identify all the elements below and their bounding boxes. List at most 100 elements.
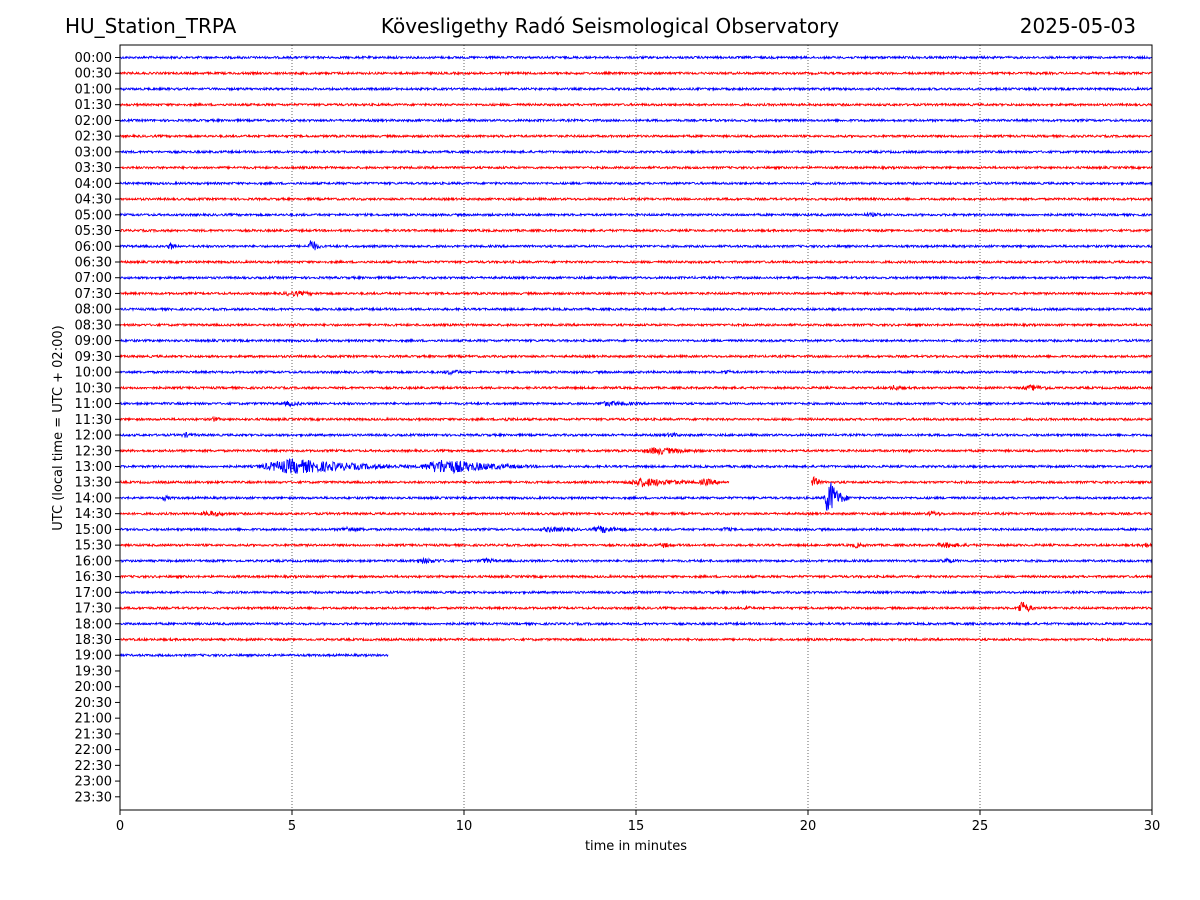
trace-1600 <box>119 556 1153 565</box>
y-tick-label: 12:00 <box>75 429 112 444</box>
y-tick-label: 07:30 <box>75 287 112 302</box>
trace-1400 <box>119 482 1152 512</box>
trace-1100 <box>119 400 1153 408</box>
y-tick-label: 19:00 <box>75 649 112 664</box>
trace-1200 <box>119 431 1153 438</box>
trace-0200 <box>120 117 1153 124</box>
y-tick-label: 12:30 <box>75 444 112 459</box>
trace-0000 <box>119 54 1153 61</box>
station-name: HU_Station_TRPA <box>65 14 237 38</box>
trace-0930 <box>119 353 1153 360</box>
trace-0700 <box>119 274 1153 281</box>
trace-0800 <box>119 306 1153 313</box>
trace-1730 <box>119 601 1153 613</box>
y-tick-label: 19:30 <box>75 664 112 679</box>
y-tick-label: 20:00 <box>75 680 112 695</box>
y-tick-label: 06:30 <box>75 255 112 270</box>
y-tick-label: 22:30 <box>75 759 112 774</box>
trace-0900 <box>119 337 1153 344</box>
trace-0230 <box>119 133 1153 139</box>
trace-1830 <box>119 636 1153 643</box>
y-tick-label: 21:00 <box>75 712 112 727</box>
y-tick-label: 03:00 <box>75 145 112 160</box>
trace-1430 <box>119 509 1153 517</box>
y-tick-label: 22:00 <box>75 743 112 758</box>
trace-1700 <box>119 589 1153 596</box>
trace-layer <box>119 54 1153 658</box>
x-tick-label: 10 <box>456 819 473 834</box>
trace-0500 <box>119 211 1153 218</box>
y-tick-label: 23:30 <box>75 790 112 805</box>
y-tick-label: 00:30 <box>75 67 112 82</box>
y-tick-label: 14:30 <box>75 507 112 522</box>
x-tick-label: 20 <box>800 819 817 834</box>
y-tick-label: 11:00 <box>75 397 112 412</box>
x-tick-label: 25 <box>972 819 989 834</box>
trace-0130 <box>119 101 1153 108</box>
y-tick-label: 20:30 <box>75 696 112 711</box>
trace-0100 <box>119 86 1153 92</box>
trace-1500 <box>119 524 1153 534</box>
axis-layer: 0 5 10 15 20 25 30 00:0000:3001:0001:3002:0002:… <box>75 51 1161 834</box>
trace-0430 <box>119 196 1153 202</box>
trace-0030 <box>119 70 1152 77</box>
x-tick-label: 15 <box>628 819 645 834</box>
y-tick-label: 04:30 <box>75 193 112 208</box>
y-tick-label: 01:00 <box>75 82 112 97</box>
trace-0630 <box>119 259 1153 265</box>
y-tick-label: 08:30 <box>75 318 112 333</box>
y-tick-label: 02:00 <box>75 114 112 129</box>
y-tick-label: 16:30 <box>75 570 112 585</box>
x-tick-label: 30 <box>1144 819 1161 834</box>
y-tick-label: 04:00 <box>75 177 112 192</box>
y-tick-label: 18:30 <box>75 633 112 648</box>
y-tick-label: 18:00 <box>75 617 112 632</box>
trace-1300 <box>119 458 1153 475</box>
trace-0600 <box>119 240 1153 251</box>
y-tick-label: 16:00 <box>75 554 112 569</box>
trace-0330 <box>119 164 1153 171</box>
trace-1530 <box>119 541 1153 549</box>
y-tick-label: 10:30 <box>75 381 112 396</box>
y-tick-label: 05:30 <box>75 224 112 239</box>
y-tick-label: 23:00 <box>75 775 112 790</box>
y-tick-label: 08:00 <box>75 303 112 318</box>
x-tick-label: 0 <box>116 819 124 834</box>
y-axis-label: UTC (local time = UTC + 02:00) <box>51 325 66 530</box>
y-tick-label: 17:00 <box>75 586 112 601</box>
grid-layer <box>291 45 981 810</box>
y-tick-label: 15:00 <box>75 523 112 538</box>
trace-1900 <box>119 652 389 658</box>
chart-date: 2025-05-03 <box>1019 14 1136 38</box>
y-tick-label: 06:00 <box>75 240 112 255</box>
y-tick-label: 17:30 <box>75 602 112 617</box>
trace-1030 <box>119 383 1153 391</box>
trace-0830 <box>119 322 1153 329</box>
y-tick-label: 13:30 <box>75 476 112 491</box>
y-tick-label: 21:30 <box>75 727 112 742</box>
trace-1800 <box>119 620 1153 627</box>
y-tick-label: 02:30 <box>75 130 112 145</box>
y-tick-label: 09:30 <box>75 350 112 365</box>
y-tick-label: 07:00 <box>75 271 112 286</box>
y-tick-label: 09:00 <box>75 334 112 349</box>
x-tick-label: 5 <box>288 819 296 834</box>
trace-1630 <box>119 573 1153 580</box>
y-tick-label: 11:30 <box>75 413 112 428</box>
y-tick-label: 14:00 <box>75 491 112 506</box>
trace-0300 <box>119 149 1153 155</box>
trace-0730 <box>119 289 1153 298</box>
y-tick-label: 05:00 <box>75 208 112 223</box>
trace-1330 <box>119 475 1153 488</box>
y-tick-label: 10:00 <box>75 366 112 381</box>
trace-1230 <box>119 447 1153 456</box>
y-tick-label: 00:00 <box>75 51 112 66</box>
trace-1000 <box>119 369 1153 376</box>
y-tick-label: 01:30 <box>75 98 112 113</box>
y-tick-label: 15:30 <box>75 539 112 554</box>
y-tick-label: 03:30 <box>75 161 112 176</box>
trace-0400 <box>119 180 1153 187</box>
trace-0530 <box>119 227 1153 234</box>
trace-1130 <box>119 415 1153 423</box>
